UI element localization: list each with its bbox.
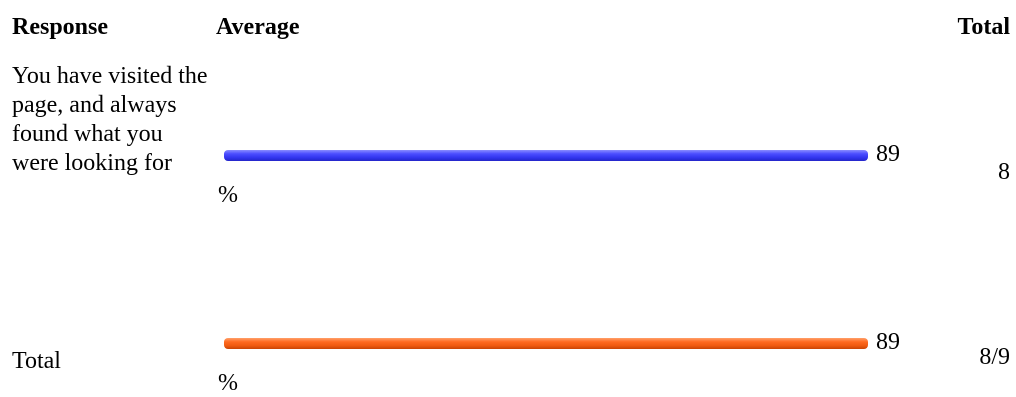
total-row-label: Total	[12, 348, 61, 374]
total-row-value: 8/9	[979, 344, 1010, 370]
header-response: Response	[12, 14, 109, 40]
percent-sign: %	[218, 182, 238, 208]
total-percent-sign: %	[218, 370, 238, 396]
total-percent-value: 89	[876, 329, 900, 355]
header-total: Total	[957, 14, 1010, 40]
average-bar	[224, 150, 868, 161]
total-average-bar	[224, 338, 868, 349]
response-label: You have visited the page, and always fo…	[12, 63, 208, 176]
percent-value: 89	[876, 141, 900, 167]
total-value: 8	[998, 159, 1010, 185]
header-average: Average	[216, 14, 300, 40]
